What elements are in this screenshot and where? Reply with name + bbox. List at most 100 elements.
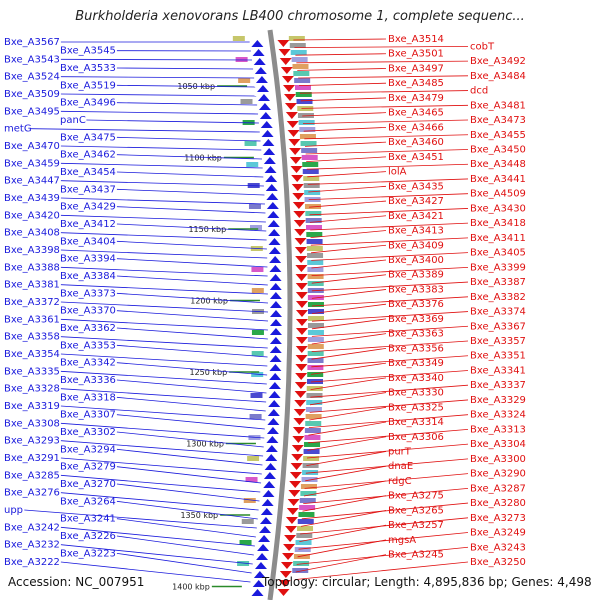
gene-label-right[interactable]: Bxe_A3465	[388, 108, 444, 119]
gene-label-right[interactable]: Bxe_A3290	[470, 469, 526, 480]
gene-label-left[interactable]: Bxe_A3335	[4, 366, 60, 377]
gene-label-right[interactable]: Bxe_A3300	[470, 454, 526, 465]
gene-label-left[interactable]: Bxe_A3495	[4, 106, 60, 117]
gene-label-left[interactable]: Bxe_A3381	[4, 280, 60, 291]
gene-label-right[interactable]: Bxe_A3448	[470, 159, 526, 170]
gene-label-left[interactable]: Bxe_A3336	[60, 375, 116, 386]
gene-label-left[interactable]: Bxe_A3222	[4, 557, 60, 568]
gene-label-left[interactable]: Bxe_A3270	[60, 479, 116, 490]
gene-label-left[interactable]: Bxe_A3353	[60, 340, 116, 351]
gene-label-right[interactable]: Bxe_A3313	[470, 424, 526, 435]
gene-label-right[interactable]: Bxe_A3411	[470, 233, 526, 244]
gene-label-left[interactable]: panC	[60, 115, 86, 126]
gene-label-right[interactable]: purT	[388, 447, 412, 458]
gene-label-right[interactable]: Bxe_A3479	[388, 93, 444, 104]
gene-label-left[interactable]: metG	[4, 124, 32, 135]
gene-label-right[interactable]: Bxe_A3374	[470, 307, 526, 318]
gene-label-right[interactable]: Bxe_A3501	[388, 49, 444, 60]
gene-label-left[interactable]: Bxe_A3373	[60, 288, 116, 299]
gene-label-right[interactable]: Bxe_A3376	[388, 299, 444, 310]
gene-label-left[interactable]: Bxe_A3318	[60, 392, 116, 403]
gene-label-left[interactable]: Bxe_A3412	[60, 219, 116, 230]
gene-label-right[interactable]: Bxe_A3306	[388, 432, 444, 443]
gene-label-right[interactable]: Bxe_A3356	[388, 343, 444, 354]
gene-label-left[interactable]: Bxe_A3293	[4, 436, 60, 447]
gene-label-left[interactable]: Bxe_A3308	[4, 418, 60, 429]
gene-label-left[interactable]: Bxe_A3241	[60, 514, 116, 525]
gene-label-right[interactable]: Bxe_A3250	[470, 557, 526, 568]
gene-label-right[interactable]: Bxe_A3450	[470, 144, 526, 155]
gene-label-left[interactable]: upp	[4, 505, 23, 516]
gene-label-right[interactable]: Bxe_A3481	[470, 100, 526, 111]
gene-label-left[interactable]: Bxe_A3226	[60, 531, 116, 542]
gene-label-left[interactable]: Bxe_A3279	[60, 462, 116, 473]
gene-label-right[interactable]: Bxe_A3435	[388, 181, 444, 192]
gene-label-left[interactable]: Bxe_A3496	[60, 98, 116, 109]
gene-label-right[interactable]: Bxe_A3273	[470, 513, 526, 524]
gene-label-left[interactable]: Bxe_A3394	[60, 254, 116, 265]
gene-label-right[interactable]: Bxe_A3421	[388, 211, 444, 222]
gene-label-right[interactable]: Bxe_A3451	[388, 152, 444, 163]
gene-label-right[interactable]: lolA	[388, 167, 407, 178]
gene-label-left[interactable]: Bxe_A3524	[4, 72, 60, 83]
gene-label-right[interactable]: Bxe_A3325	[388, 402, 444, 413]
gene-label-left[interactable]: Bxe_A3302	[60, 427, 116, 438]
gene-label-right[interactable]: dnaE	[388, 461, 413, 472]
gene-label-right[interactable]: Bxe_A3400	[388, 255, 444, 266]
gene-label-left[interactable]: Bxe_A3242	[4, 522, 60, 533]
gene-label-left[interactable]: Bxe_A3459	[4, 158, 60, 169]
gene-label-left[interactable]: Bxe_A3447	[4, 176, 60, 187]
gene-label-right[interactable]: Bxe_A3324	[470, 410, 526, 421]
gene-label-left[interactable]: Bxe_A3543	[4, 54, 60, 65]
gene-label-right[interactable]: Bxe_A3341	[470, 365, 526, 376]
gene-label-left[interactable]: Bxe_A3358	[4, 332, 60, 343]
gene-label-left[interactable]: Bxe_A3294	[60, 444, 116, 455]
gene-label-right[interactable]: Bxe_A3337	[470, 380, 526, 391]
gene-label-right[interactable]: Bxe_A3243	[470, 542, 526, 553]
gene-label-left[interactable]: Bxe_A3388	[4, 262, 60, 273]
gene-label-left[interactable]: Bxe_A3545	[60, 46, 116, 57]
gene-label-left[interactable]: Bxe_A3307	[60, 410, 116, 421]
gene-label-right[interactable]: Bxe_A3304	[470, 439, 526, 450]
gene-label-right[interactable]: dcd	[470, 86, 488, 97]
gene-label-left[interactable]: Bxe_A3567	[4, 37, 60, 48]
gene-label-right[interactable]: Bxe_A3413	[388, 226, 444, 237]
gene-label-right[interactable]: mgsA	[388, 535, 416, 546]
gene-label-right[interactable]: Bxe_A3363	[388, 329, 444, 340]
gene-label-right[interactable]: Bxe_A3351	[470, 351, 526, 362]
gene-label-left[interactable]: Bxe_A3361	[4, 314, 60, 325]
gene-label-right[interactable]: Bxe_A3418	[470, 218, 526, 229]
gene-label-left[interactable]: Bxe_A3429	[60, 202, 116, 213]
gene-label-left[interactable]: Bxe_A3437	[60, 184, 116, 195]
gene-label-left[interactable]: Bxe_A3354	[4, 349, 60, 360]
gene-label-right[interactable]: Bxe_A3382	[470, 292, 526, 303]
gene-label-right[interactable]: Bxe_A3245	[388, 550, 444, 561]
gene-label-left[interactable]: Bxe_A3370	[60, 306, 116, 317]
gene-label-right[interactable]: Bxe_A3369	[388, 314, 444, 325]
gene-label-left[interactable]: Bxe_A3319	[4, 401, 60, 412]
gene-label-right[interactable]: Bxe_A3329	[470, 395, 526, 406]
gene-label-left[interactable]: Bxe_A3342	[60, 358, 116, 369]
gene-label-right[interactable]: Bxe_A3357	[470, 336, 526, 347]
gene-label-left[interactable]: Bxe_A3276	[4, 488, 60, 499]
gene-label-left[interactable]: Bxe_A3475	[60, 132, 116, 143]
gene-label-right[interactable]: Bxe_A3473	[470, 115, 526, 126]
gene-label-left[interactable]: Bxe_A3408	[4, 228, 60, 239]
gene-label-right[interactable]: Bxe_A3367	[470, 321, 526, 332]
gene-label-left[interactable]: Bxe_A3384	[60, 271, 116, 282]
gene-label-right[interactable]: Bxe_A3280	[470, 498, 526, 509]
gene-label-right[interactable]: Bxe_A3387	[470, 277, 526, 288]
gene-label-right[interactable]: Bxe_A3340	[388, 373, 444, 384]
gene-label-left[interactable]: Bxe_A3439	[4, 193, 60, 204]
gene-label-left[interactable]: Bxe_A3420	[4, 210, 60, 221]
gene-label-left[interactable]: Bxe_A3223	[60, 548, 116, 559]
gene-label-left[interactable]: Bxe_A3362	[60, 323, 116, 334]
gene-label-right[interactable]: Bxe_A3441	[470, 174, 526, 185]
gene-label-left[interactable]: Bxe_A3232	[4, 540, 60, 551]
gene-label-right[interactable]: Bxe_A3492	[470, 56, 526, 67]
gene-label-right[interactable]: Bxe_A3405	[470, 248, 526, 259]
gene-label-left[interactable]: Bxe_A3454	[60, 167, 116, 178]
gene-label-right[interactable]: Bxe_A3314	[388, 417, 444, 428]
gene-label-left[interactable]: Bxe_A3291	[4, 453, 60, 464]
